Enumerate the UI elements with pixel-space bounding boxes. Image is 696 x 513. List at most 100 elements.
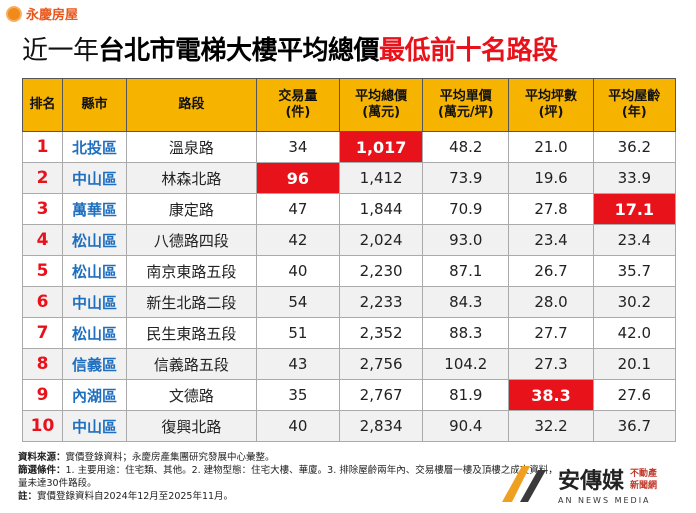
table-row: 9 內湖區 文德路 35 2,767 81.9 38.3 27.6 xyxy=(21,379,677,411)
table-cell: 9 xyxy=(21,379,64,411)
logo-sub: 新聞網 xyxy=(630,479,657,491)
table-cell: 87.1 xyxy=(422,255,510,287)
table-cell: 康定路 xyxy=(125,193,257,225)
header-line: 縣市 xyxy=(81,97,108,112)
title-part: 近一年 xyxy=(22,36,99,66)
note-line: 量未達30件路段。 xyxy=(18,477,558,490)
table-row: 6 中山區 新生北路二段 54 2,233 84.3 28.0 30.2 xyxy=(21,286,677,318)
table-cell: 84.3 xyxy=(422,286,510,318)
table-cell: 1,412 xyxy=(339,162,424,194)
column-header: 平均坪數 (坪) xyxy=(508,78,594,132)
table-cell: 104.2 xyxy=(422,348,510,380)
table-cell: 復興北路 xyxy=(125,410,257,442)
table-cell: 21.0 xyxy=(508,131,594,163)
table-cell: 2,233 xyxy=(339,286,424,318)
note-text: 量未達30件路段。 xyxy=(18,478,97,489)
table-cell: 松山區 xyxy=(62,224,127,256)
table-cell: 中山區 xyxy=(62,162,127,194)
table-row: 10 中山區 復興北路 40 2,834 90.4 32.2 36.7 xyxy=(21,410,677,442)
column-header: 縣市 xyxy=(62,78,127,132)
table-cell: 26.7 xyxy=(508,255,594,287)
note-line: 資料來源：實價登錄資料；永慶房產集團研究發展中心彙整。 xyxy=(18,451,558,464)
note-line: 篩選條件：1. 主要用途：住宅類、其他。2. 建物型態：住宅大樓、華廈。3. 排… xyxy=(18,464,558,477)
header-line: 平均坪數 xyxy=(525,89,578,104)
logo-shape xyxy=(520,470,546,502)
header-line: 排名 xyxy=(29,97,56,112)
table-cell: 34 xyxy=(255,131,341,163)
table-cell: 40 xyxy=(255,255,341,287)
header-line: (件) xyxy=(285,105,311,120)
header-line: (萬元) xyxy=(362,105,401,120)
table-cell: 32.2 xyxy=(508,410,594,442)
table-cell: 新生北路二段 xyxy=(125,286,257,318)
table-cell: 27.3 xyxy=(508,348,594,380)
table-cell: 信義區 xyxy=(62,348,127,380)
column-header: 路段 xyxy=(125,78,257,132)
table-cell: 1,017 xyxy=(339,131,424,163)
logo-shape xyxy=(502,466,530,502)
table-cell: 中山區 xyxy=(62,286,127,318)
column-header: 平均屋齡 (年) xyxy=(592,78,677,132)
table-cell: 信義路五段 xyxy=(125,348,257,380)
table-cell: 73.9 xyxy=(422,162,510,194)
table-cell: 88.3 xyxy=(422,317,510,349)
note-text: 1. 主要用途：住宅類、其他。2. 建物型態：住宅大樓、華廈。3. 排除屋齡兩年… xyxy=(65,465,558,476)
table-cell: 7 xyxy=(21,317,64,349)
table-row: 4 松山區 八德路四段 42 2,024 93.0 23.4 23.4 xyxy=(21,224,677,256)
column-header: 排名 xyxy=(21,78,64,132)
table-cell: 27.7 xyxy=(508,317,594,349)
table-cell: 47 xyxy=(255,193,341,225)
table-cell: 2 xyxy=(21,162,64,194)
table-cell: 90.4 xyxy=(422,410,510,442)
table-cell: 35.7 xyxy=(592,255,677,287)
column-header: 交易量 (件) xyxy=(255,78,341,132)
table-row: 2 中山區 林森北路 96 1,412 73.9 19.6 33.9 xyxy=(21,162,677,194)
table-cell: 43 xyxy=(255,348,341,380)
header-line: 平均總價 xyxy=(355,89,408,104)
header-line: 平均單價 xyxy=(439,89,492,104)
note-label: 資料來源： xyxy=(18,452,66,463)
header-line: 路段 xyxy=(178,97,205,112)
table-cell: 2,352 xyxy=(339,317,424,349)
note-label: 篩選條件： xyxy=(18,465,66,476)
table-cell: 5 xyxy=(21,255,64,287)
table-cell: 54 xyxy=(255,286,341,318)
header-line: (坪) xyxy=(538,105,564,120)
brand-icon xyxy=(6,5,22,22)
table-cell: 38.3 xyxy=(508,379,594,411)
header-row: 排名 縣市 路段 交易量 (件) 平均總價 (萬元) 平均單價 (萬元/坪) 平均坪數 (坪) 平均屋… xyxy=(21,78,677,132)
table-cell: 萬華區 xyxy=(62,193,127,225)
ranking-table: 排名 縣市 路段 交易量 (件) 平均總價 (萬元) 平均單價 (萬元/坪) 平均坪數 (坪) 平均屋… xyxy=(21,78,677,442)
table-row: 5 松山區 南京東路五段 40 2,230 87.1 26.7 35.7 xyxy=(21,255,677,287)
logo-sub: 不動產 xyxy=(630,467,657,479)
header-line: (萬元/坪) xyxy=(437,105,494,120)
table-cell: 2,834 xyxy=(339,410,424,442)
table-cell: 81.9 xyxy=(422,379,510,411)
table-cell: 2,756 xyxy=(339,348,424,380)
table-cell: 23.4 xyxy=(508,224,594,256)
table-cell: 27.8 xyxy=(508,193,594,225)
table-cell: 10 xyxy=(21,410,64,442)
table-cell: 文德路 xyxy=(125,379,257,411)
table-cell: 溫泉路 xyxy=(125,131,257,163)
table-cell: 1 xyxy=(21,131,64,163)
table-cell: 4 xyxy=(21,224,64,256)
table-cell: 96 xyxy=(255,162,341,194)
note-line: 註：實價登錄資料自2024年12月至2025年11月。 xyxy=(18,490,558,503)
table-cell: 42 xyxy=(255,224,341,256)
logo-en: AN NEWS MEDIA xyxy=(558,496,651,505)
table-cell: 松山區 xyxy=(62,255,127,287)
table-cell: 林森北路 xyxy=(125,162,257,194)
table-cell: 民生東路五段 xyxy=(125,317,257,349)
table-cell: 2,767 xyxy=(339,379,424,411)
table-cell: 42.0 xyxy=(592,317,677,349)
title-part: 台北市電梯大樓平均總價 xyxy=(98,36,380,66)
table-cell: 2,024 xyxy=(339,224,424,256)
table-cell: 19.6 xyxy=(508,162,594,194)
column-header: 平均單價 (萬元/坪) xyxy=(422,78,510,132)
table-cell: 20.1 xyxy=(592,348,677,380)
table-cell: 35 xyxy=(255,379,341,411)
table-cell: 36.7 xyxy=(592,410,677,442)
table-cell: 17.1 xyxy=(592,193,677,225)
table-cell: 內湖區 xyxy=(62,379,127,411)
